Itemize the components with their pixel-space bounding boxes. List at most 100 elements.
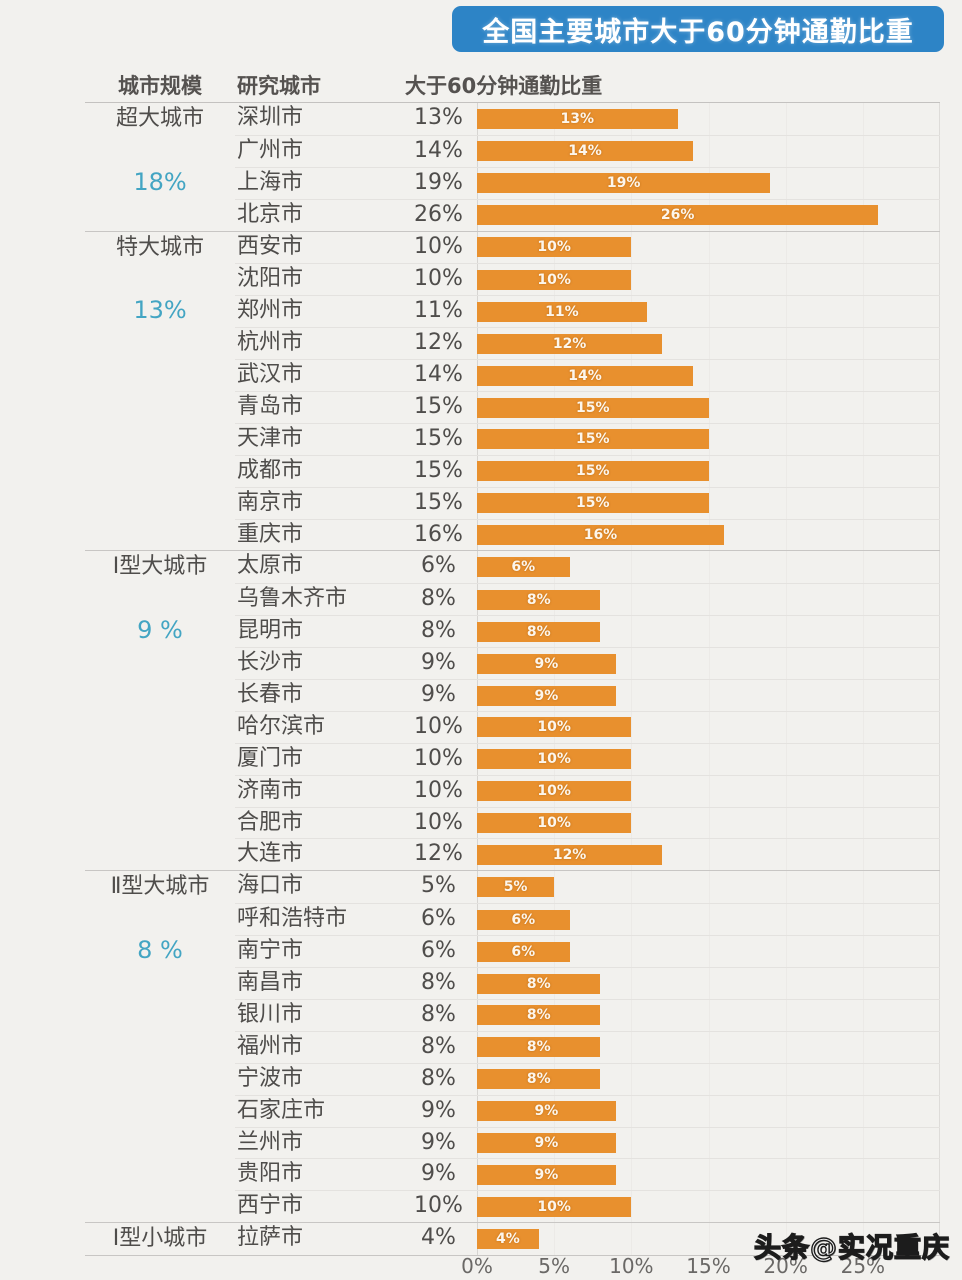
- plot-cell: 19%: [477, 168, 940, 199]
- group-rows: 西安市 10% 10% 沈阳市 10% 10% 郑州市 11% 11% 杭州市 12% 12% 武汉市 1…: [235, 232, 940, 551]
- city-pct-value: 10%: [414, 713, 463, 739]
- city-name: 青岛市: [237, 394, 304, 420]
- table-row: 长沙市 9% 9%: [235, 647, 940, 679]
- city-name: 厦门市: [237, 745, 304, 771]
- city-pct-value: 5%: [421, 873, 456, 899]
- plot-cell: 9%: [477, 1096, 940, 1127]
- bar-value-label: 10%: [537, 783, 571, 800]
- bar: 14%: [477, 365, 694, 386]
- city-pct-value: 13%: [414, 105, 463, 130]
- plot-cell: 8%: [477, 1064, 940, 1095]
- table-row: 西宁市 10% 10%: [235, 1190, 940, 1222]
- plot-cell: 8%: [477, 584, 940, 615]
- city-pct-value: 15%: [414, 457, 463, 483]
- table-row: 乌鲁木齐市 8% 8%: [235, 583, 940, 615]
- table-row: 深圳市 13% 13%: [235, 103, 940, 135]
- city-name: 昆明市: [237, 618, 304, 644]
- bar-value-label: 6%: [511, 558, 536, 575]
- bar: 10%: [477, 717, 632, 738]
- bar: 4%: [477, 1228, 539, 1249]
- group-label-cell: 特大城市 13%: [85, 232, 235, 551]
- bar-value-label: 11%: [545, 303, 579, 320]
- bar-value-label: 12%: [552, 335, 587, 352]
- plot-cell: 8%: [477, 616, 940, 647]
- city-pct-value: 8%: [421, 586, 456, 612]
- plot-cell: 12%: [477, 839, 940, 870]
- x-axis-tick-label: 10%: [609, 1254, 654, 1278]
- bar-value-label: 15%: [575, 399, 610, 416]
- bar-value-label: 8%: [526, 591, 551, 608]
- column-headers: 城市规模 研究城市 大于60分钟通勤比重: [85, 70, 940, 102]
- bar-value-label: 10%: [537, 719, 571, 736]
- column-header-city-scale: 城市规模: [118, 74, 202, 98]
- x-axis-tick-label: 15%: [686, 1254, 731, 1278]
- plot-cell: 9%: [477, 1128, 940, 1159]
- table-row: 青岛市 15% 15%: [235, 391, 940, 423]
- city-scale-group: Ⅰ型大城市 9 % 太原市 6% 6% 乌鲁木齐市 8% 8% 昆明市 8% 8% 长沙市 9% 9% 长春…: [85, 550, 940, 870]
- bar-value-label: 5%: [503, 878, 528, 895]
- city-pct-value: 12%: [414, 330, 463, 356]
- group-scale-name: 特大城市: [115, 234, 204, 260]
- city-name: 成都市: [237, 457, 304, 483]
- table-row: 武汉市 14% 14%: [235, 359, 940, 391]
- bar: 9%: [477, 1101, 616, 1122]
- bar: 6%: [477, 941, 570, 962]
- city-name: 长春市: [237, 682, 304, 708]
- x-axis: 0% 5% 10% 15% 20% 25%: [85, 1254, 940, 1280]
- city-pct-value: 8%: [421, 1065, 456, 1091]
- city-pct-value: 11%: [414, 298, 463, 324]
- bar: 11%: [477, 301, 647, 322]
- city-pct-value: 10%: [414, 266, 463, 292]
- bar-value-label: 19%: [606, 175, 641, 192]
- table-row: 成都市 15% 15%: [235, 454, 940, 487]
- bar: 8%: [477, 621, 601, 642]
- city-name: 兰州市: [237, 1129, 304, 1155]
- bar: 10%: [477, 749, 632, 770]
- bar: 15%: [477, 397, 709, 418]
- city-name: 上海市: [237, 169, 304, 195]
- city-pct-value: 10%: [414, 233, 463, 259]
- table-row: 宁波市 8% 8%: [235, 1062, 940, 1095]
- table-row: 郑州市 11% 11%: [235, 295, 940, 327]
- bar: 15%: [477, 461, 709, 482]
- plot-cell: 15%: [477, 392, 940, 423]
- bar: 15%: [477, 493, 709, 514]
- bar: 9%: [477, 653, 616, 674]
- city-pct-value: 8%: [421, 1001, 456, 1027]
- city-scale-group: Ⅰ型小城市 拉萨市 4% 4%: [85, 1222, 940, 1255]
- plot-cell: 12%: [477, 328, 940, 359]
- city-pct-value: 14%: [414, 137, 463, 163]
- city-name: 沈阳市: [237, 266, 304, 292]
- table-row: 天津市 15% 15%: [235, 422, 940, 455]
- bar-value-label: 10%: [537, 751, 571, 768]
- city-name: 广州市: [237, 137, 304, 163]
- x-axis-tick-label: 20%: [763, 1254, 808, 1278]
- table-row: 长春市 9% 9%: [235, 679, 940, 711]
- city-name: 石家庄市: [237, 1097, 326, 1123]
- bar-value-label: 9%: [534, 1166, 559, 1183]
- city-pct-value: 8%: [421, 1033, 456, 1059]
- city-name: 乌鲁木齐市: [237, 586, 348, 612]
- bar-value-label: 8%: [526, 623, 551, 640]
- plot-cell: 14%: [477, 360, 940, 391]
- x-axis-tick-label: 0%: [461, 1254, 493, 1278]
- city-name: 呼和浩特市: [237, 906, 348, 932]
- city-pct-value: 4%: [421, 1225, 456, 1251]
- plot-cell: 15%: [477, 488, 940, 519]
- table-row: 海口市 5% 5%: [235, 871, 940, 903]
- city-name: 北京市: [237, 201, 304, 227]
- bar: 10%: [477, 781, 632, 802]
- city-pct-value: 10%: [414, 809, 463, 835]
- plot-cell: 9%: [477, 1159, 940, 1190]
- plot-cell: 10%: [477, 744, 940, 775]
- plot-cell: 8%: [477, 968, 940, 999]
- city-pct-value: 10%: [414, 1193, 463, 1219]
- bar-value-label: 6%: [511, 911, 536, 928]
- city-name: 南京市: [237, 489, 304, 515]
- city-name: 贵阳市: [237, 1161, 304, 1187]
- city-pct-value: 6%: [421, 553, 456, 579]
- bar-value-label: 6%: [511, 943, 536, 960]
- city-scale-group: Ⅱ型大城市 8 % 海口市 5% 5% 呼和浩特市 6% 6% 南宁市 6% 6% 南昌市 8% 8% 银川…: [85, 870, 940, 1222]
- group-rows: 太原市 6% 6% 乌鲁木齐市 8% 8% 昆明市 8% 8% 长沙市 9% 9% 长春市 9% 9% 哈尔滨…: [235, 551, 940, 870]
